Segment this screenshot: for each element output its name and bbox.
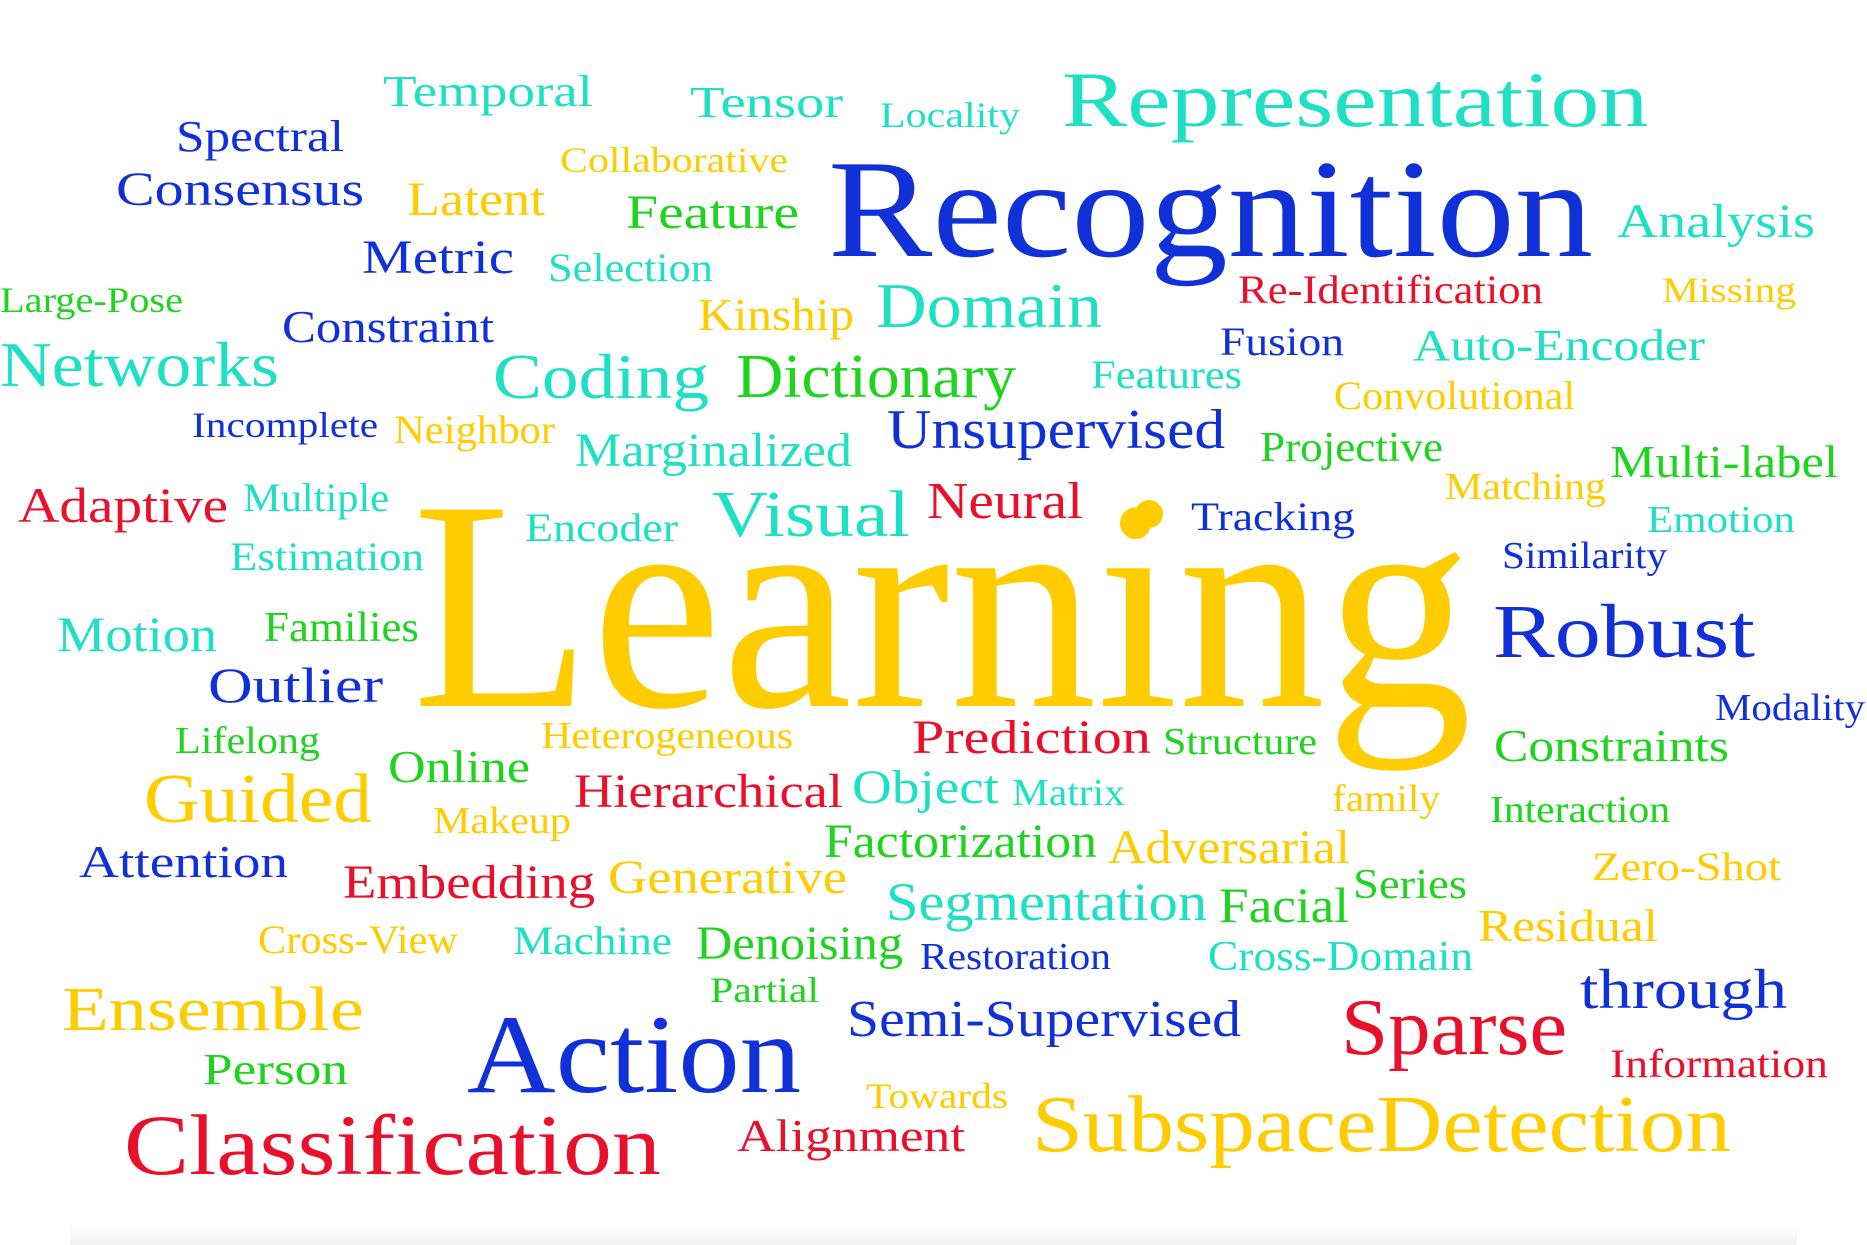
word-analysis: Analysis	[1617, 195, 1816, 248]
word-sparse: Sparse	[1341, 984, 1568, 1072]
word-guided: Guided	[144, 761, 372, 838]
word-metric: Metric	[362, 231, 515, 284]
word-domain: Domain	[876, 270, 1102, 341]
word-structure: Structure	[1163, 721, 1318, 763]
word-neighbor: Neighbor	[394, 407, 556, 452]
word-emotion: Emotion	[1647, 499, 1796, 541]
word-constraints: Constraints	[1494, 720, 1729, 771]
word-visual: Visual	[712, 478, 910, 551]
word-similarity: Similarity	[1502, 535, 1668, 577]
word-learning: Learning	[412, 439, 1473, 771]
word-locality: Locality	[880, 95, 1020, 135]
bottom-shadow-band	[70, 1222, 1797, 1245]
word-neural: Neural	[927, 473, 1084, 530]
word-recognition: Recognition	[828, 132, 1594, 287]
word-motion: Motion	[57, 606, 218, 662]
word-attention: Attention	[79, 836, 289, 887]
word-dictionary: Dictionary	[736, 343, 1016, 411]
word-modality: Modality	[1714, 687, 1865, 729]
word-classification: Classification	[124, 1097, 661, 1193]
word-spectral: Spectral	[176, 112, 344, 161]
word-features: Features	[1091, 352, 1242, 397]
word-multiple: Multiple	[243, 475, 390, 520]
word-segmentation: Segmentation	[886, 872, 1208, 932]
word-large-pose: Large-Pose	[0, 280, 184, 320]
word-latent: Latent	[407, 173, 546, 226]
word-subspacedetection: SubspaceDetection	[1032, 1081, 1731, 1169]
word-representation: Representation	[1062, 56, 1649, 143]
word-prediction: Prediction	[912, 711, 1151, 764]
word-encoder: Encoder	[525, 505, 678, 550]
word-matching: Matching	[1445, 466, 1606, 508]
word-restoration: Restoration	[920, 936, 1111, 978]
word-ensemble: Ensemble	[62, 976, 364, 1044]
word-embedding: Embedding	[343, 856, 596, 909]
word-through: through	[1580, 959, 1787, 1021]
word-generative: Generative	[608, 851, 847, 904]
word-multi-label: Multi-label	[1610, 436, 1839, 487]
word-object: Object	[852, 761, 1000, 814]
word-denoising: Denoising	[696, 917, 903, 970]
word-residual: Residual	[1478, 900, 1658, 951]
word-facial: Facial	[1219, 877, 1349, 933]
word-re-identification: Re-Identification	[1238, 267, 1543, 312]
word-matrix: Matrix	[1012, 772, 1125, 814]
word-tensor: Tensor	[690, 78, 844, 127]
word-fusion: Fusion	[1220, 319, 1344, 364]
word-partial: Partial	[710, 970, 820, 1010]
word-lifelong: Lifelong	[175, 720, 320, 762]
word-zero-shot: Zero-Shot	[1592, 844, 1781, 889]
word-semi-supervised: Semi-Supervised	[847, 991, 1242, 1048]
word-incomplete: Incomplete	[192, 405, 379, 445]
word-collaborative: Collaborative	[560, 140, 789, 180]
word-person: Person	[203, 1045, 349, 1094]
word-interaction: Interaction	[1490, 789, 1671, 831]
word-family: family	[1332, 778, 1441, 820]
word-constraint: Constraint	[282, 301, 494, 352]
word-kinship: Kinship	[698, 289, 855, 340]
word-tracking: Tracking	[1191, 494, 1355, 539]
word-action: Action	[467, 993, 802, 1117]
bullet-dot	[1135, 500, 1163, 528]
word-robust: Robust	[1493, 590, 1755, 674]
word-adversarial: Adversarial	[1108, 821, 1351, 874]
word-estimation: Estimation	[230, 534, 424, 579]
word-heterogeneous: Heterogeneous	[541, 715, 794, 757]
word-online: Online	[388, 741, 530, 792]
word-cross-view: Cross-View	[258, 917, 459, 962]
word-families: Families	[264, 605, 419, 651]
word-adaptive: Adaptive	[18, 477, 229, 533]
word-missing: Missing	[1662, 270, 1797, 310]
word-feature: Feature	[626, 186, 800, 239]
word-auto-encoder: Auto-Encoder	[1413, 321, 1706, 370]
word-hierarchical: Hierarchical	[574, 765, 843, 818]
word-cross-domain: Cross-Domain	[1208, 934, 1474, 980]
word-networks: Networks	[0, 329, 279, 400]
word-consensus: Consensus	[116, 163, 365, 216]
word-temporal: Temporal	[383, 67, 593, 116]
word-machine: Machine	[513, 918, 672, 963]
word-convolutional: Convolutional	[1334, 373, 1576, 418]
word-towards: Towards	[866, 1076, 1008, 1116]
word-selection: Selection	[548, 245, 713, 290]
word-projective: Projective	[1260, 425, 1444, 471]
word-series: Series	[1353, 862, 1468, 908]
word-outlier: Outlier	[208, 657, 384, 713]
word-coding: Coding	[493, 341, 709, 412]
word-marginalized: Marginalized	[575, 424, 852, 477]
word-factorization: Factorization	[824, 815, 1098, 868]
word-alignment: Alignment	[737, 1110, 966, 1161]
word-makeup: Makeup	[433, 800, 571, 842]
word-information: Information	[1610, 1041, 1829, 1086]
word-unsupervised: Unsupervised	[887, 399, 1226, 461]
